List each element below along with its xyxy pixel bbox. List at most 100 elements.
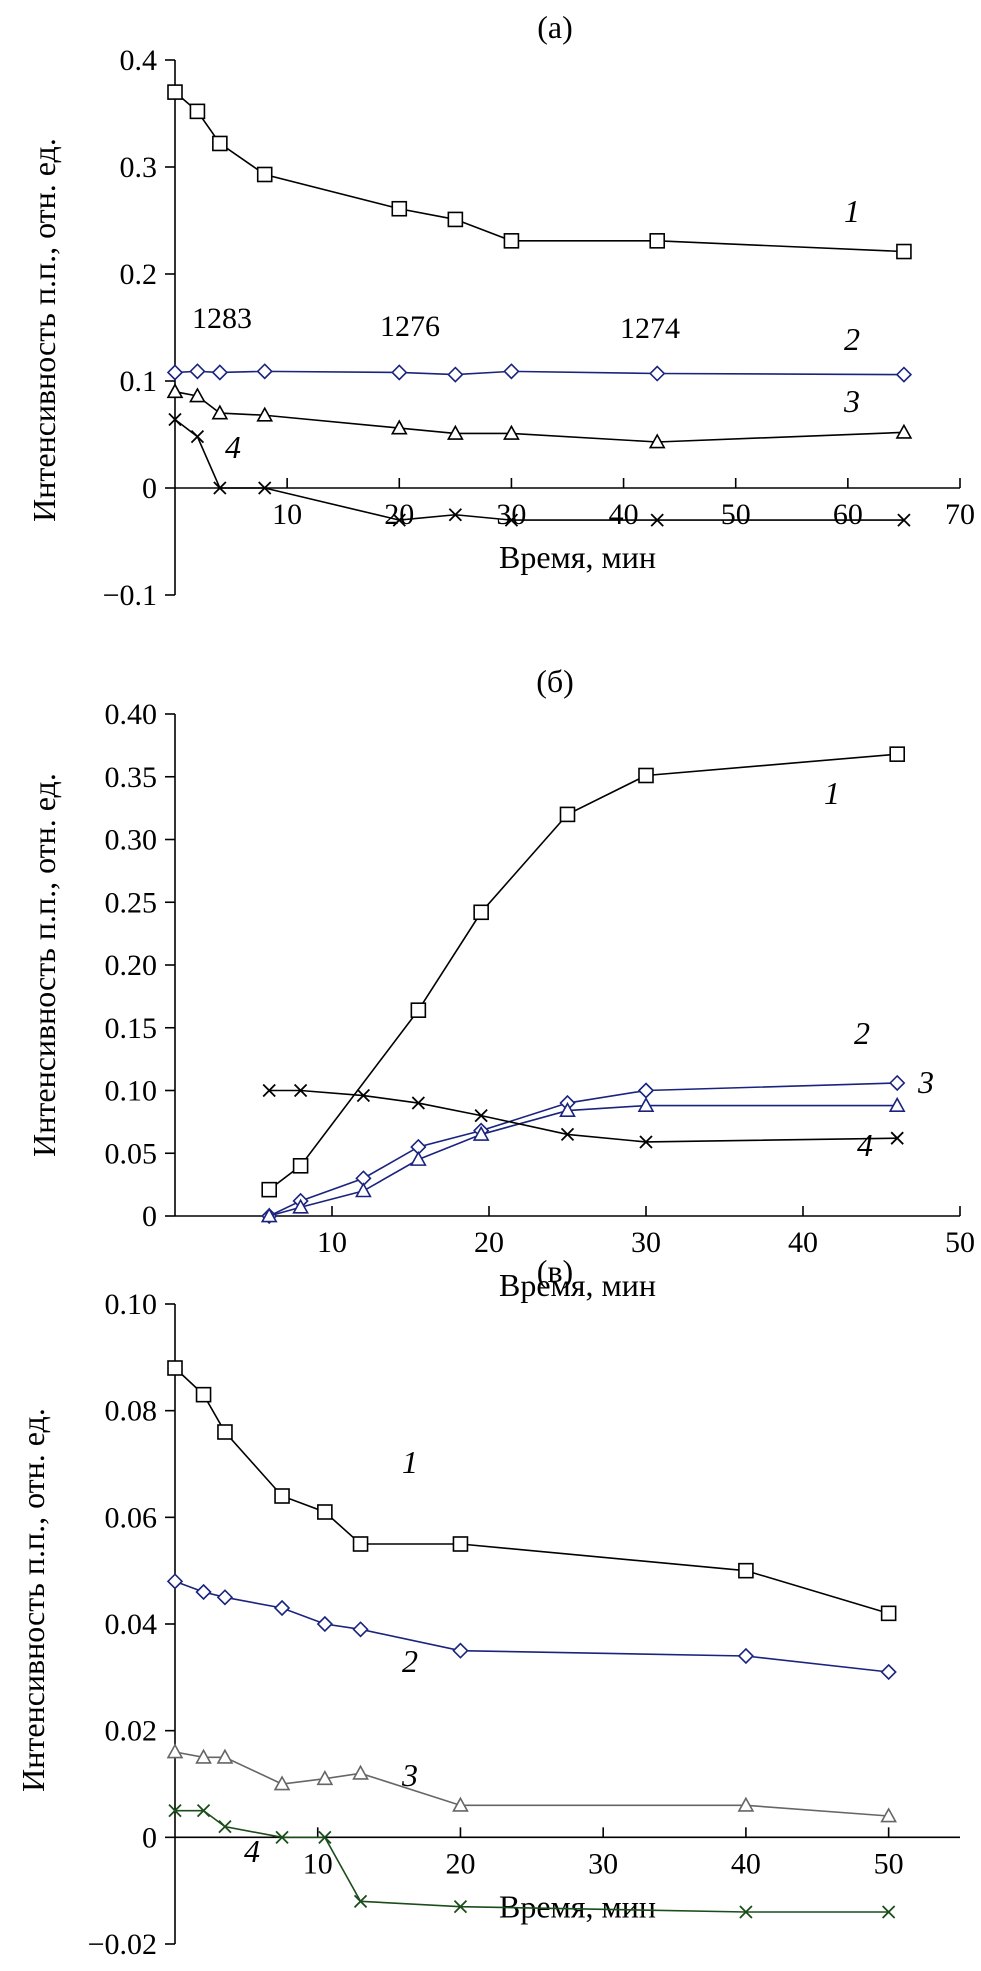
panel1-x-tick-label: 30 [496,498,526,531]
panel1-series-1-label: 1 [844,193,860,229]
panel2-series-4-point [474,1108,488,1123]
panel1-x-tick-label: 40 [609,498,639,531]
panel2-series-1-point [261,1181,278,1198]
panel1-x-tick-label: 20 [384,498,414,531]
panel2-series-4-point [890,1131,904,1145]
panel1-x-tick-label: 50 [721,498,751,531]
panel2-series-3-label: 3 [917,1064,934,1100]
panel2-y-tick-label: 0.20 [105,949,158,982]
panel3-series-2-point [216,1589,234,1606]
panel1-x-tick-label: 10 [272,498,302,531]
panel3-series-3-point [195,1748,212,1764]
panel1-series-1-point [896,243,912,260]
panel1-series-1-point [189,103,206,120]
panel3-series-2-point [737,1647,755,1665]
panel2-series-4-point [639,1135,653,1149]
panel1-series-3-point [648,433,666,449]
panel1-series-2-point [166,364,184,381]
panel3-series-3-point [316,1770,334,1786]
panel3-title: (в) [537,1253,573,1289]
panel2-series-3-point [292,1198,309,1214]
panel3-series-2-label: 2 [402,1643,418,1679]
panel3-series-4-point [168,1804,182,1818]
panel2-series-1-point [889,746,906,762]
panel2-series-1-point [638,767,654,784]
panel1-series-1-point [212,135,228,152]
panel3-series-4-point [196,1804,211,1818]
panel1-series-2-point [211,364,228,381]
panel2-series-1-line [268,753,898,1191]
panel1-series-3-point [211,404,229,420]
panel3-series-1-point [217,1424,233,1440]
panel1-series-2-point [391,364,408,381]
panel1-annotation: 1274 [620,312,680,345]
panel1-series-4-point [392,513,406,527]
panel3-series-3-point [880,1807,897,1823]
panel3-series-4-point [218,1820,232,1834]
panel1-series-1-point [256,166,273,183]
panel1-y-tick-label: 0.4 [120,44,158,77]
panel3-series-3-point [166,1743,184,1759]
panel3-x-tick-label: 10 [303,1847,333,1880]
panel1-annotation: 1276 [380,310,440,343]
panel2-y-tick-label: 0.40 [105,698,158,731]
panel1-x-axis-label: Время, мин [499,539,656,575]
panel2-series-2-line [268,1082,898,1217]
panel1-series-3-point [166,383,184,399]
panel2-series-4-point [560,1127,575,1142]
panel2-x-axis-label: Время, мин [499,1267,656,1303]
panel2-series-2-point [889,1074,906,1092]
panel2-series-3-point [472,1125,490,1141]
panel3-series-1-point [738,1562,754,1579]
panel3-series-4-point [353,1894,368,1908]
panel1-series-3-point [895,423,913,439]
panel1-y-axis-label: Интенсивность п.п., отн. ед. [26,138,62,522]
panel1-series-2-point [256,363,273,380]
panel3-x-tick-label: 20 [445,1847,475,1880]
panel3-series-2-point [316,1615,333,1633]
panel2-series-4-point [293,1083,308,1098]
panel2-series-4-label: 4 [857,1127,873,1163]
panel2-series-4-point [262,1083,276,1098]
panel1-series-1-point [503,233,520,249]
panel2-series-1-point [292,1158,309,1174]
panel3-series-2-point [880,1663,897,1681]
panel2-y-tick-label: 0.25 [105,886,158,919]
panel2-y-axis-label: Интенсивность п.п., отн. ед. [26,773,62,1157]
panel2-series-3-point [559,1101,576,1117]
panel3-y-tick-label: 0.08 [105,1395,158,1428]
panel3-series-4-point [881,1905,896,1919]
panel3-series-1-point [167,1360,183,1376]
panel1-series-1-point [167,84,183,100]
panel1-series-3-point [446,424,464,440]
panel3-series-4-point [453,1900,468,1914]
panel3-series-2-point [166,1573,184,1590]
panel3-series-2-line [174,1580,889,1673]
panel3-series-4-point [739,1905,753,1919]
panel2-series-3-line [268,1104,898,1217]
panel2-y-tick-label: 0.05 [105,1137,158,1170]
panel2-x-tick-label: 40 [788,1226,818,1259]
panel1-series-3-label: 3 [843,383,860,419]
panel3-y-tick-label: 0.10 [105,1288,158,1321]
panel1-y-tick-label: 0.1 [120,365,158,398]
panel1-x-tick-label: 70 [945,498,975,531]
panel1-series-2-line [174,370,904,376]
panel2-title: (б) [536,663,574,699]
panel1-series-4-point [650,513,664,527]
panel3-series-3-label: 3 [401,1757,418,1793]
panel3-series-2-point [195,1583,212,1601]
panel3-series-1-point [452,1536,469,1552]
panel1-series-3-point [189,387,206,403]
panel3-x-tick-label: 40 [731,1847,761,1880]
panel1-series-4-point [190,430,205,444]
panel1-series-2-point [649,365,666,382]
panel3-series-1-point [317,1504,333,1520]
panel3-series-3-point [352,1764,369,1780]
panel3-series-1-point [274,1488,290,1504]
panel2-series-3-point [888,1096,906,1112]
panel1-series-2-point [895,366,913,383]
panel2-series-1-point [473,904,489,921]
panel1-series-2-point [503,363,520,380]
